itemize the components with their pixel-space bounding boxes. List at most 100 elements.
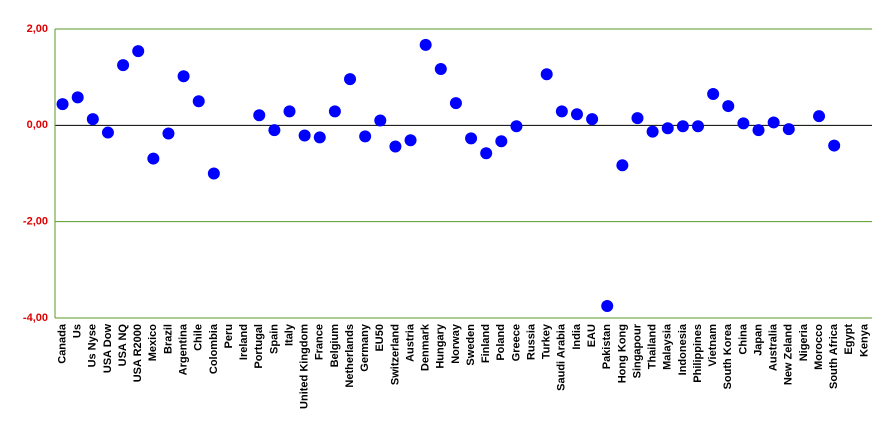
dot xyxy=(313,131,326,144)
dot xyxy=(782,123,795,136)
dot xyxy=(101,126,114,139)
dot xyxy=(480,147,493,160)
dot xyxy=(586,113,599,126)
dot xyxy=(707,88,720,101)
x-tick-label: South Korea xyxy=(722,323,734,389)
x-tick-label: Canada xyxy=(56,323,68,364)
x-tick-label: New Zeland xyxy=(783,324,795,385)
x-tick-label: Belgium xyxy=(329,324,341,368)
dot xyxy=(389,140,402,153)
x-tick-label: Netherlands xyxy=(344,324,356,388)
dot xyxy=(419,38,432,51)
x-tick-label: China xyxy=(737,323,749,354)
dot xyxy=(344,73,357,86)
x-tick-label: France xyxy=(314,324,326,360)
x-tick-label: Germany xyxy=(359,323,371,372)
y-tick-label: -4,00 xyxy=(23,312,48,324)
y-tick-label: 0,00 xyxy=(27,119,48,131)
dot xyxy=(328,105,341,118)
x-tick-label: Us xyxy=(72,324,84,338)
x-tick-label: Norway xyxy=(450,323,462,364)
x-tick-label: Switzerland xyxy=(389,324,401,385)
x-tick-label: Philippines xyxy=(692,324,704,383)
dot xyxy=(495,135,508,148)
x-tick-label: Portugal xyxy=(253,324,265,369)
x-tick-label: Thailand xyxy=(647,324,659,369)
x-tick-label: Italy xyxy=(283,323,295,346)
x-tick-label: Chile xyxy=(193,324,205,351)
dot xyxy=(283,105,296,118)
dot xyxy=(510,120,523,133)
x-tick-label: Hungary xyxy=(435,323,447,369)
x-tick-label: USA Dow xyxy=(102,324,114,374)
x-tick-label: Ireland xyxy=(238,324,250,360)
x-tick-label: Pakistan xyxy=(601,324,613,370)
dot xyxy=(692,120,705,133)
x-tick-label: EU50 xyxy=(374,324,386,352)
dot xyxy=(177,70,190,83)
dot xyxy=(162,127,175,140)
x-tick-label: USA R2000 xyxy=(132,324,144,382)
dot xyxy=(767,116,780,129)
dot xyxy=(661,122,674,135)
x-tick-label: Russia xyxy=(525,323,537,360)
dot xyxy=(752,124,765,137)
x-tick-label: Singapour xyxy=(631,323,643,378)
x-tick-label: Malaysia xyxy=(662,323,674,370)
y-tick-label: 2,00 xyxy=(27,23,48,35)
dot xyxy=(207,167,220,180)
dot xyxy=(71,91,84,104)
x-tick-label: Hong Kong xyxy=(616,324,628,383)
x-tick-label: Turkey xyxy=(541,323,553,359)
x-tick-label: EAU xyxy=(586,324,598,347)
x-tick-label: Finland xyxy=(480,324,492,363)
dot xyxy=(555,105,568,118)
x-tick-label: Vietnam xyxy=(707,324,719,367)
x-tick-label: USA NQ xyxy=(117,324,129,367)
dot xyxy=(631,112,644,125)
dot xyxy=(117,59,130,72)
x-tick-label: Indonesia xyxy=(677,323,689,375)
dot xyxy=(828,139,841,152)
x-tick-label: United Kingdom xyxy=(299,324,311,409)
dot xyxy=(813,110,826,123)
dot xyxy=(132,45,145,58)
dot xyxy=(449,97,462,110)
x-tick-label: Austria xyxy=(404,323,416,362)
x-tick-label: Brazil xyxy=(162,324,174,354)
dot xyxy=(540,68,553,81)
x-tick-label: Poland xyxy=(495,324,507,361)
x-tick-label: Argentina xyxy=(178,323,190,375)
x-tick-label: Colombia xyxy=(208,323,220,374)
dot xyxy=(359,130,372,143)
x-tick-label: South Africa xyxy=(828,323,840,389)
dot xyxy=(737,117,750,130)
x-tick-label: Peru xyxy=(223,324,235,348)
x-tick-label: Mexico xyxy=(147,324,159,362)
dot xyxy=(404,134,417,147)
x-tick-label: Japan xyxy=(752,324,764,356)
dot xyxy=(570,108,583,121)
dot xyxy=(676,120,689,133)
dot xyxy=(147,152,160,165)
x-tick-label: Denmark xyxy=(420,323,432,371)
dot xyxy=(268,124,281,137)
x-tick-label: Greece xyxy=(510,324,522,361)
x-tick-label: Us Nyse xyxy=(87,324,99,367)
dot xyxy=(722,100,735,113)
x-tick-label: Spain xyxy=(268,324,280,354)
dot xyxy=(298,129,311,142)
dot xyxy=(601,299,614,312)
dot xyxy=(56,98,69,111)
dot xyxy=(253,109,266,122)
y-tick-label: -2,00 xyxy=(23,216,48,228)
dot xyxy=(374,114,387,127)
x-tick-label: Sweden xyxy=(465,324,477,366)
x-tick-label: Egypt xyxy=(843,324,855,355)
x-tick-label: Nigeria xyxy=(798,323,810,361)
dot xyxy=(86,113,99,126)
x-tick-label: Australia xyxy=(768,323,780,371)
x-tick-label: India xyxy=(571,323,583,350)
dot xyxy=(465,132,478,145)
